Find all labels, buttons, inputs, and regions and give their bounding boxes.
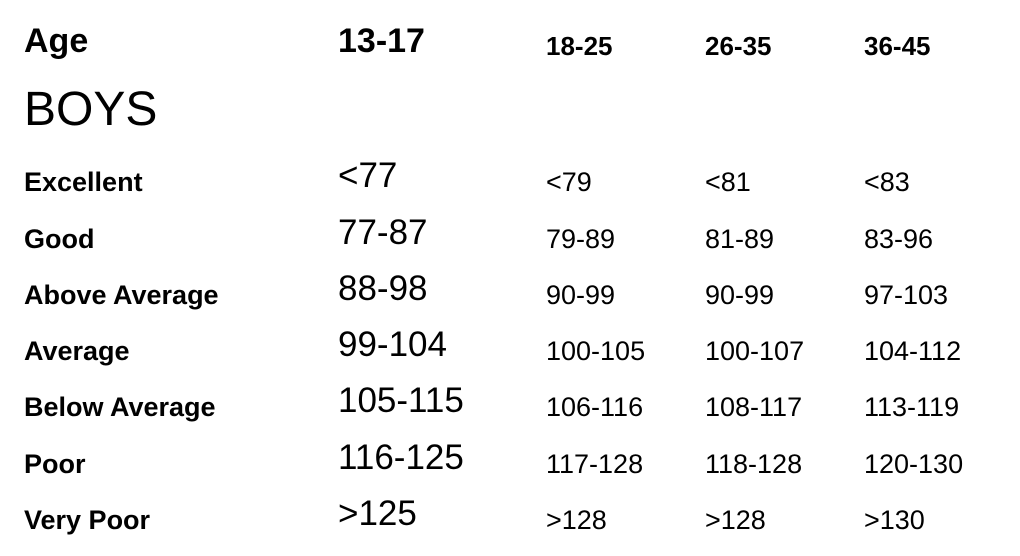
column-header-26-35: 26-35 <box>705 31 772 61</box>
table-cell: 106-116 <box>546 392 644 422</box>
table-cell: <77 <box>338 156 398 195</box>
row-label: Above Average <box>24 280 219 310</box>
table-cell: <79 <box>546 167 592 197</box>
column-header-18-25: 18-25 <box>546 31 613 61</box>
column-header-13-17: 13-17 <box>338 22 425 60</box>
section-title: BOYS <box>24 83 158 136</box>
column-header-36-45: 36-45 <box>864 31 931 61</box>
table-cell: 105-115 <box>338 381 464 420</box>
row-label: Good <box>24 224 95 254</box>
table-cell: 90-99 <box>705 280 775 310</box>
table-cell: 99-104 <box>338 325 447 364</box>
row-label: Below Average <box>24 392 216 422</box>
table-cell: 104-112 <box>864 336 962 366</box>
table-cell: >125 <box>338 494 417 533</box>
table-cell: <83 <box>864 167 910 197</box>
table-cell: 116-125 <box>338 438 464 477</box>
table-cell: 100-105 <box>546 336 646 366</box>
table-cell: 88-98 <box>338 269 428 308</box>
table-cell: 83-96 <box>864 224 934 254</box>
table-cell: >128 <box>546 505 607 535</box>
table-cell: 97-103 <box>864 280 949 310</box>
table-cell: 100-107 <box>705 336 805 366</box>
row-label: Average <box>24 336 130 366</box>
table-cell: >128 <box>705 505 766 535</box>
table-cell: 77-87 <box>338 213 428 252</box>
table-cell: 118-128 <box>705 449 803 479</box>
table-cell: <81 <box>705 167 751 197</box>
table-cell: >130 <box>864 505 925 535</box>
table-cell: 79-89 <box>546 224 616 254</box>
row-label: Poor <box>24 449 86 479</box>
row-label: Very Poor <box>24 505 151 535</box>
table-cell: 120-130 <box>864 449 964 479</box>
table-cell: 81-89 <box>705 224 775 254</box>
table-cell: 108-117 <box>705 392 803 422</box>
table-cell: 113-119 <box>864 392 960 422</box>
table-cell: 117-128 <box>546 449 644 479</box>
age-header: Age <box>24 22 89 60</box>
table-cell: 90-99 <box>546 280 616 310</box>
row-label: Excellent <box>24 167 143 197</box>
